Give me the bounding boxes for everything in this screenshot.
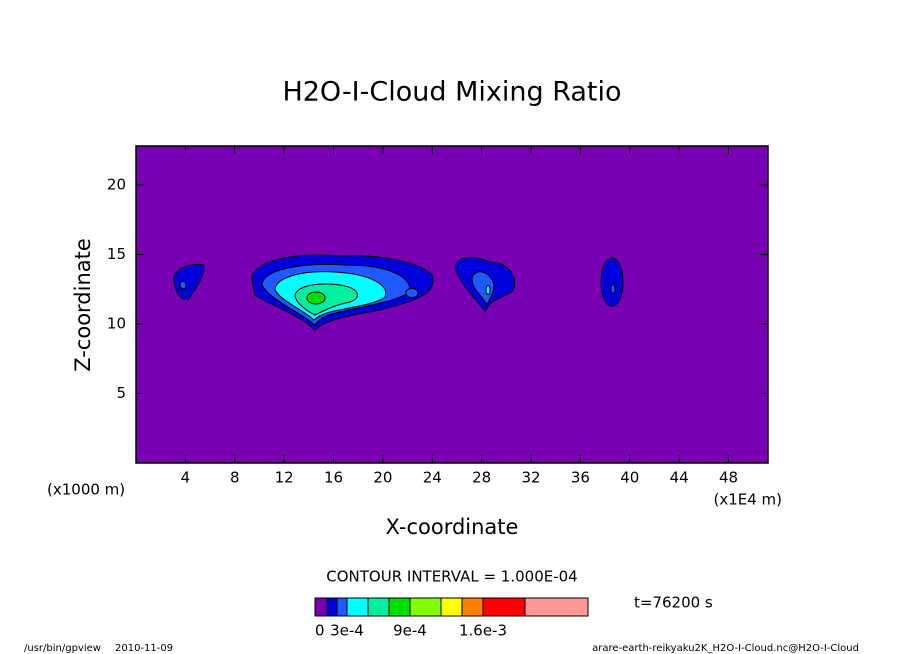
colorbar-label: 0	[315, 622, 325, 640]
x-tick-label: 16	[324, 469, 343, 487]
contour-region	[471, 271, 495, 307]
x-tick-label: 24	[423, 469, 442, 487]
colorbar-segment	[440, 597, 463, 617]
x-tick-label: 36	[571, 469, 590, 487]
x-tick-label: 40	[620, 469, 639, 487]
x-tick-label: 8	[230, 469, 240, 487]
y-tick-label: 15	[107, 245, 126, 263]
x-tick-label: 4	[181, 469, 191, 487]
colorbar-label: 9e-4	[393, 622, 427, 640]
x-unit-right: (x1E4 m)	[713, 491, 782, 509]
contour-interval: CONTOUR INTERVAL = 1.000E-04	[326, 568, 577, 586]
colorbar-segment	[524, 597, 589, 617]
plot-background	[136, 146, 768, 463]
x-tick-label: 48	[719, 469, 738, 487]
chart-title: H2O-I-Cloud Mixing Ratio	[282, 77, 621, 108]
time-label: t=76200 s	[634, 594, 713, 612]
colorbar-segment	[346, 597, 369, 617]
colorbar-segment	[367, 597, 390, 617]
contour-region	[294, 283, 358, 316]
contour-region	[306, 291, 326, 305]
footer-source: arare-earth-reikyaku2K_H2O-I-Cloud.nc@H2…	[592, 643, 859, 654]
x-tick-label: 28	[472, 469, 491, 487]
colorbar-segment	[409, 597, 442, 617]
x-tick-label: 12	[275, 469, 294, 487]
y-tick-label: 10	[107, 314, 126, 332]
colorbar-segment	[482, 597, 526, 617]
colorbar-segment	[336, 597, 348, 617]
plot-frame	[135, 145, 769, 464]
footer-date: 2010-11-09	[115, 643, 173, 654]
x-unit: (x1000 m)	[47, 481, 125, 499]
contour-region	[610, 284, 616, 294]
y-tick-label: 20	[107, 175, 126, 193]
y-tick-label: 5	[116, 384, 126, 402]
colorbar-segment	[314, 597, 328, 617]
colorbar-label: 3e-4	[330, 622, 364, 640]
contour-region	[405, 288, 419, 298]
x-tick-label: 20	[373, 469, 392, 487]
x-tick-label: 32	[521, 469, 540, 487]
colorbar-segment	[461, 597, 484, 617]
colorbar-segment	[326, 597, 338, 617]
contour-region	[485, 285, 491, 295]
contour-region	[179, 280, 187, 290]
x-axis-label: X-coordinate	[386, 515, 519, 539]
contour-region	[173, 263, 205, 301]
colorbar-segment	[388, 597, 411, 617]
colorbar-label: 1.6e-3	[459, 622, 507, 640]
y-axis-label: Z-coordinate	[71, 238, 95, 372]
footer-program: /usr/bin/gpview	[24, 643, 101, 654]
x-tick-label: 44	[670, 469, 689, 487]
contour-region	[600, 257, 624, 307]
